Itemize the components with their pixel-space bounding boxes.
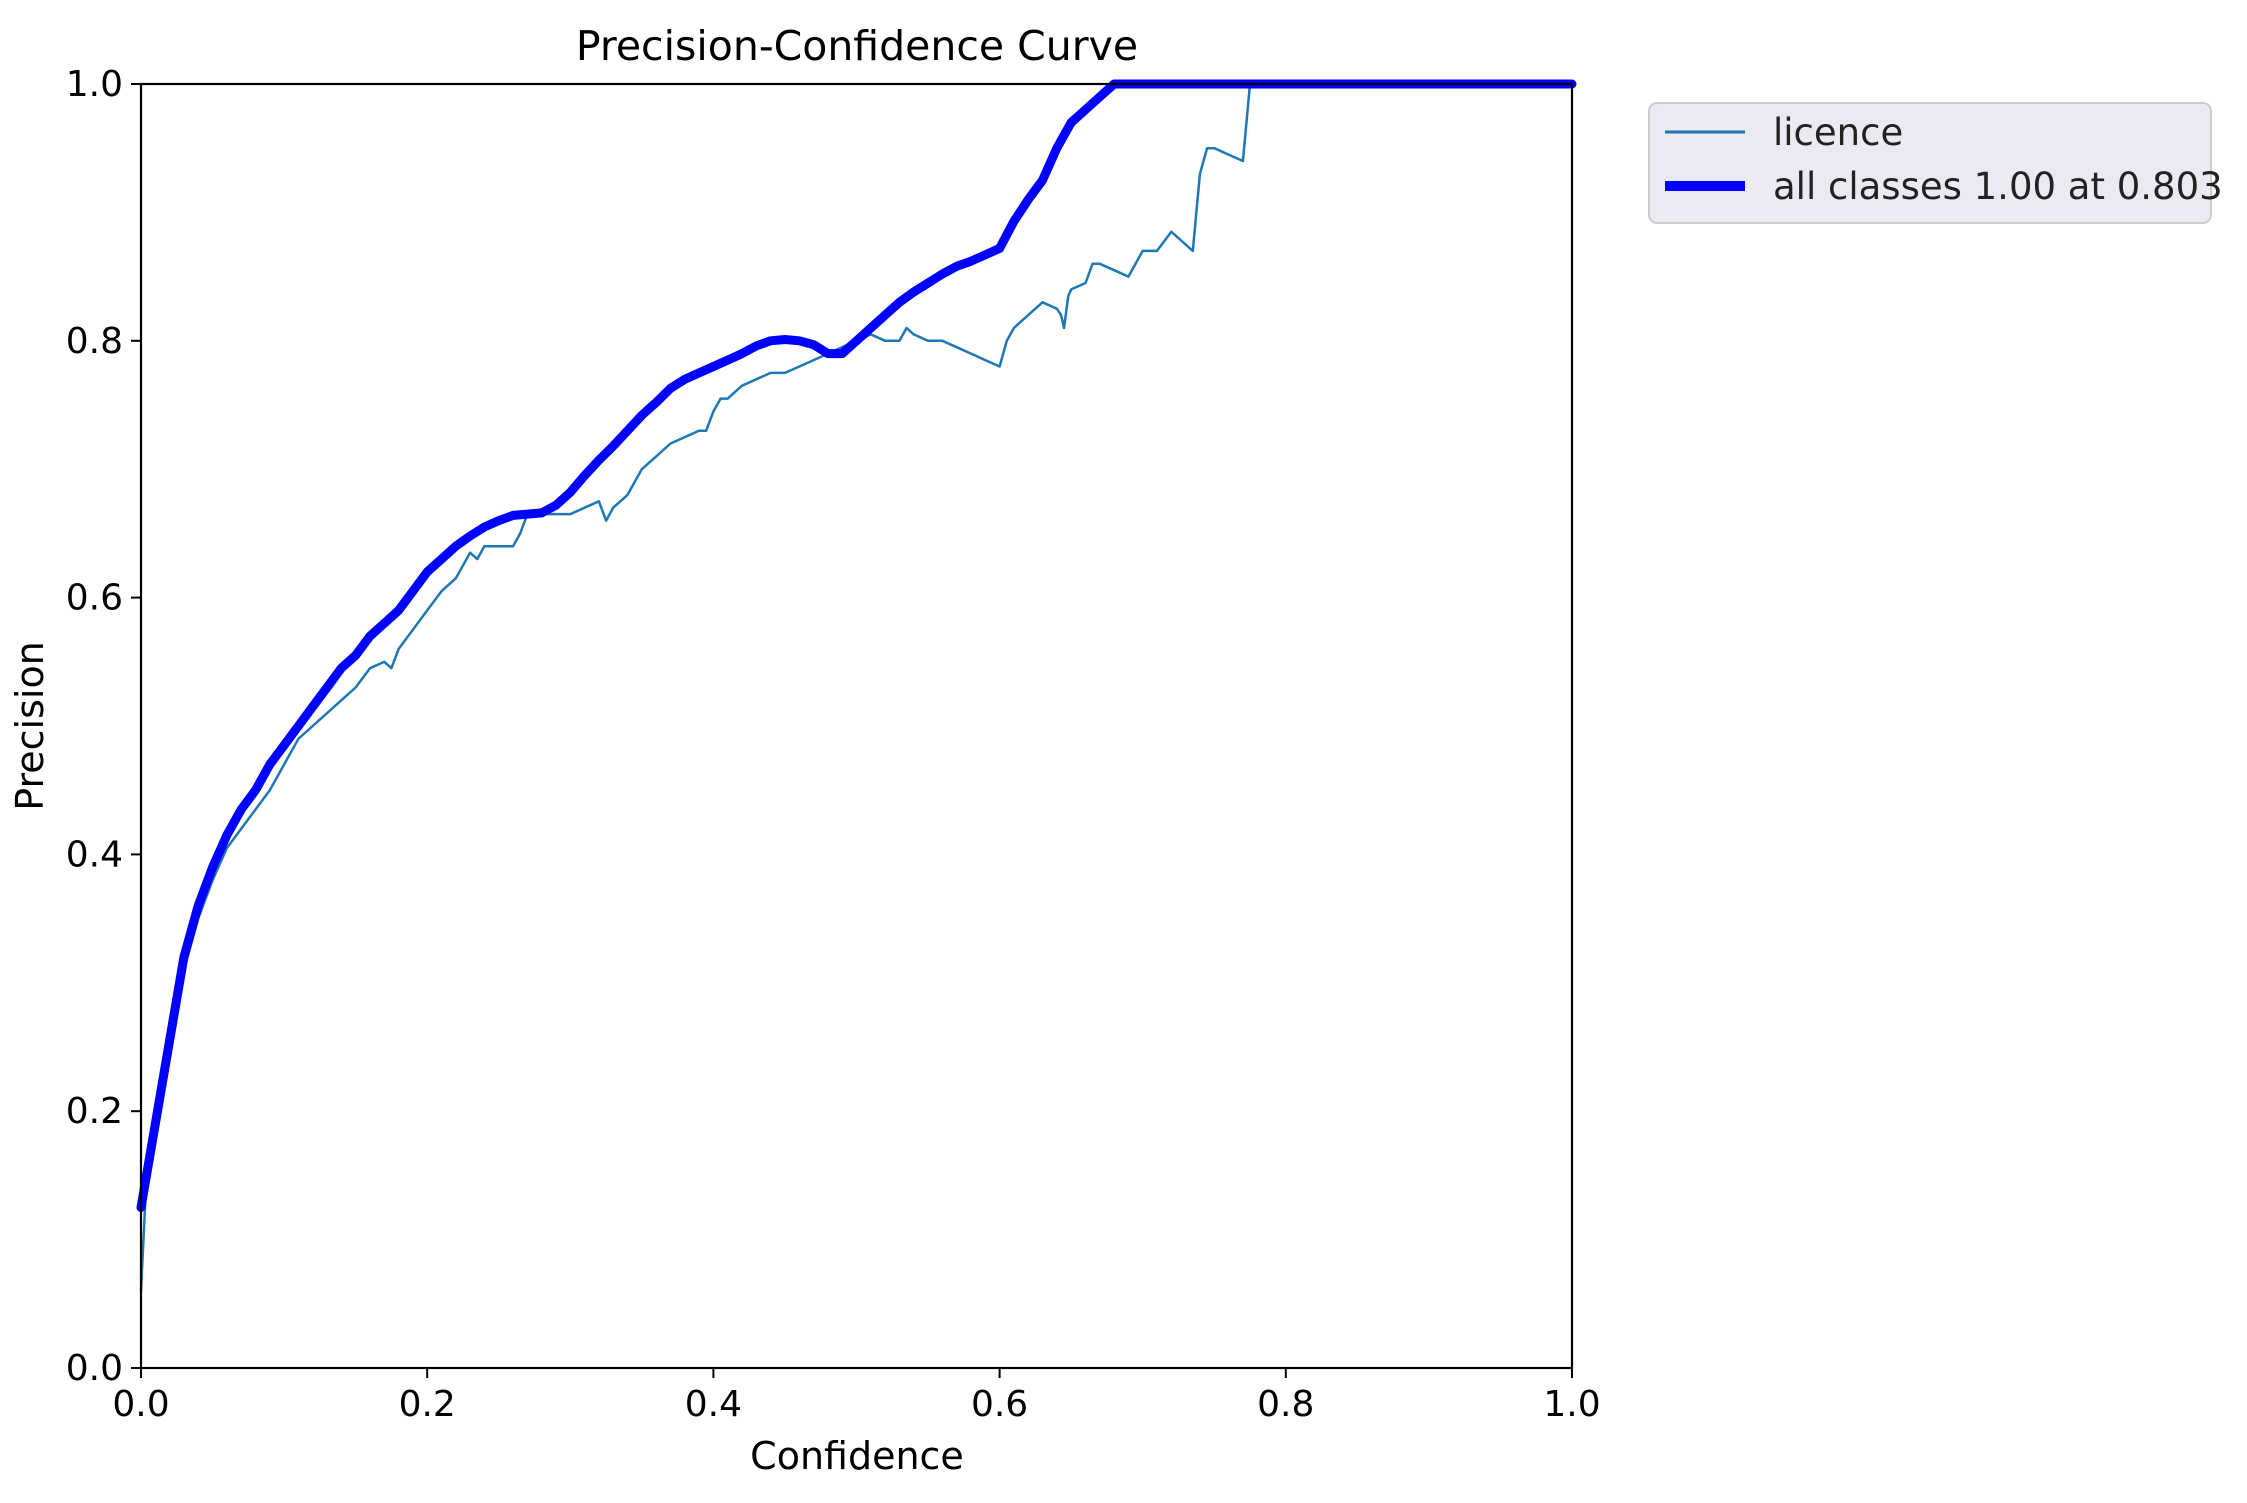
tick-layer: 0.0 0.2 0.4 0.6 0.8 1.0 0.0 0.2 0.4 0.6 0.8 1.0 bbox=[66, 64, 1601, 1425]
legend-box bbox=[1648, 102, 2212, 224]
y-tick-label: 0.4 bbox=[66, 834, 123, 875]
x-tick-label: 0.8 bbox=[1257, 1384, 1314, 1425]
x-tick-label: 1.0 bbox=[1543, 1384, 1600, 1425]
legend: licence all classes 1.00 at 0.803 bbox=[1648, 102, 2223, 224]
x-tick-label: 0.0 bbox=[112, 1384, 169, 1425]
y-tick-label: 0.0 bbox=[66, 1348, 123, 1389]
x-tick-label: 0.6 bbox=[971, 1384, 1028, 1425]
plot-area bbox=[141, 84, 1572, 1368]
x-tick-label: 0.2 bbox=[399, 1384, 456, 1425]
plot-frame bbox=[139, 82, 1574, 1370]
y-axis-label: Precision bbox=[8, 641, 52, 811]
y-tick-label: 0.8 bbox=[66, 321, 123, 362]
x-tick-label: 0.4 bbox=[685, 1384, 742, 1425]
y-tick-label: 0.6 bbox=[66, 578, 123, 619]
legend-label-licence: licence bbox=[1773, 111, 1903, 154]
y-tick-label: 1.0 bbox=[66, 64, 123, 105]
series-line-licence bbox=[139, 82, 1574, 1293]
legend-label-all-classes: all classes 1.00 at 0.803 bbox=[1773, 165, 2223, 208]
chart-title: Precision-Confidence Curve bbox=[576, 22, 1138, 70]
y-tick-label: 0.2 bbox=[66, 1091, 123, 1132]
x-axis-label: Confidence bbox=[750, 1434, 964, 1478]
